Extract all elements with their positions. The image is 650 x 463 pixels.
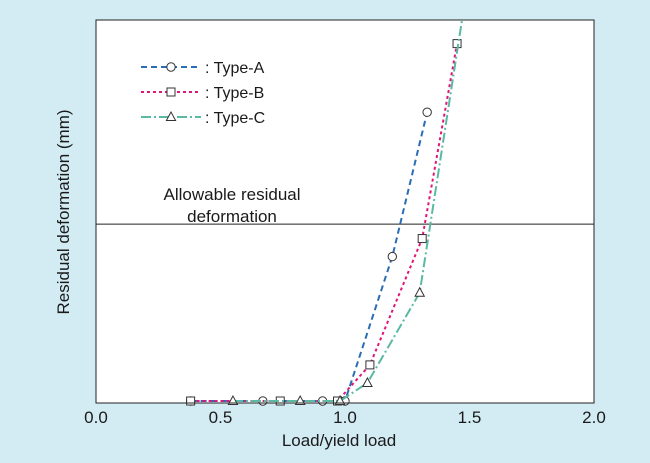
data-point-type-a bbox=[422, 107, 432, 117]
legend-item-type-b: : Type-B bbox=[141, 85, 264, 102]
x-tick-label: 1.5 bbox=[458, 408, 482, 427]
data-point-type-c bbox=[227, 394, 239, 405]
legend-item-type-c: : Type-C bbox=[141, 110, 265, 127]
data-point-type-c bbox=[294, 394, 306, 405]
x-tick-label: 1.0 bbox=[333, 408, 357, 427]
legend: : Type-A : Type-B : Type-C bbox=[141, 60, 265, 127]
data-point-type-b bbox=[365, 360, 375, 370]
reference-label-line1: Allowable residual bbox=[163, 185, 300, 204]
series-type-c bbox=[232, 20, 464, 402]
legend-marker-type-c bbox=[165, 110, 177, 121]
x-axis-title: Load/yield load bbox=[282, 431, 396, 450]
y-axis-title: Residual deformation (mm) bbox=[54, 109, 73, 314]
legend-item-type-a: : Type-A bbox=[141, 60, 265, 77]
data-point-type-c bbox=[334, 394, 346, 405]
x-tick-label: 0.5 bbox=[209, 408, 233, 427]
legend-label-type-c: : Type-C bbox=[205, 110, 265, 127]
x-tick-label: 2.0 bbox=[582, 408, 606, 427]
legend-marker-type-b bbox=[166, 87, 176, 97]
data-point-type-b bbox=[417, 234, 427, 244]
legend-label-type-a: : Type-A bbox=[205, 60, 265, 77]
series-line-type-c bbox=[232, 20, 464, 402]
reference-label-line2: deformation bbox=[187, 207, 277, 226]
x-axis: 0.0 0.5 1.0 1.5 2.0 bbox=[84, 408, 606, 427]
data-point-type-c bbox=[414, 286, 426, 297]
plot-frame bbox=[95, 19, 595, 404]
x-tick-label: 0.0 bbox=[84, 408, 108, 427]
data-point-type-b bbox=[186, 396, 196, 406]
data-point-type-a bbox=[387, 251, 398, 262]
legend-label-type-b: : Type-B bbox=[205, 85, 264, 102]
plot-area bbox=[96, 20, 594, 403]
data-point-type-c bbox=[361, 376, 373, 387]
series-markers-type-c bbox=[227, 286, 426, 405]
legend-marker-type-a bbox=[166, 62, 176, 72]
